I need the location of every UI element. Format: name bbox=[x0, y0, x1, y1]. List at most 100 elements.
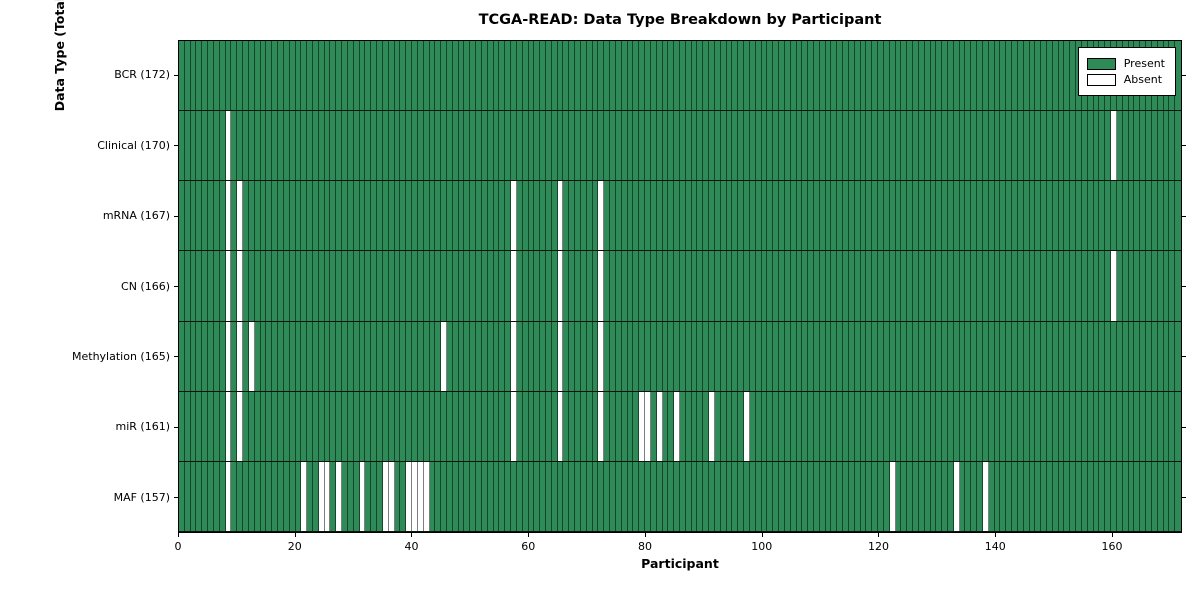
heatmap-cell bbox=[615, 321, 622, 391]
heatmap-cell bbox=[569, 391, 576, 461]
heatmap-cell bbox=[604, 111, 611, 181]
heatmap-cell bbox=[1140, 251, 1147, 321]
heatmap-cell bbox=[860, 461, 867, 531]
heatmap-cell bbox=[650, 111, 657, 181]
heatmap-cell bbox=[1111, 391, 1117, 461]
heatmap-cell bbox=[289, 111, 296, 181]
heatmap-cell bbox=[1116, 181, 1123, 251]
heatmap-cell bbox=[843, 181, 849, 251]
x-tick-mark bbox=[644, 533, 646, 537]
heatmap-cell bbox=[412, 111, 418, 181]
heatmap-cell bbox=[394, 251, 401, 321]
heatmap-cell bbox=[248, 461, 255, 531]
heatmap-cell bbox=[1006, 181, 1013, 251]
heatmap-cell bbox=[1163, 321, 1170, 391]
heatmap-cell bbox=[668, 181, 675, 251]
heatmap-cell bbox=[773, 181, 780, 251]
heatmap-cell bbox=[1157, 321, 1164, 391]
heatmap-cell bbox=[365, 41, 372, 111]
heatmap-cell bbox=[604, 41, 611, 111]
heatmap-cell bbox=[1093, 181, 1100, 251]
heatmap-cell bbox=[1041, 461, 1047, 531]
heatmap-cell bbox=[1035, 41, 1042, 111]
heatmap-cell bbox=[1175, 321, 1181, 391]
heatmap-cell bbox=[977, 41, 983, 111]
heatmap-cell bbox=[639, 321, 646, 391]
legend-swatch-present bbox=[1086, 57, 1116, 70]
heatmap-cell bbox=[860, 111, 867, 181]
heatmap-cell bbox=[481, 461, 488, 531]
heatmap-cell bbox=[656, 41, 663, 111]
heatmap-cell bbox=[569, 41, 576, 111]
heatmap-cell bbox=[301, 181, 308, 251]
heatmap-cell bbox=[977, 391, 983, 461]
heatmap-cell bbox=[662, 41, 669, 111]
heatmap-cell bbox=[947, 111, 954, 181]
heatmap-cell bbox=[557, 321, 564, 391]
heatmap-cell bbox=[464, 251, 471, 321]
heatmap-cell bbox=[837, 41, 844, 111]
heatmap-row-Methylation bbox=[179, 321, 1181, 392]
heatmap-cell bbox=[318, 111, 325, 181]
heatmap-cell bbox=[726, 41, 733, 111]
heatmap-cell bbox=[522, 321, 529, 391]
heatmap-cell bbox=[779, 251, 785, 321]
heatmap-cell bbox=[668, 111, 675, 181]
heatmap-cell bbox=[557, 251, 564, 321]
heatmap-cell bbox=[674, 251, 680, 321]
heatmap-cell bbox=[1070, 41, 1077, 111]
heatmap-cell bbox=[575, 391, 581, 461]
heatmap-cell bbox=[860, 391, 867, 461]
heatmap-cell bbox=[534, 251, 541, 321]
heatmap-cell bbox=[714, 181, 721, 251]
heatmap-cell bbox=[196, 181, 203, 251]
heatmap-cell bbox=[266, 41, 273, 111]
heatmap-cell bbox=[575, 111, 581, 181]
heatmap-cell bbox=[435, 181, 442, 251]
heatmap-cell bbox=[377, 181, 383, 251]
heatmap-cell bbox=[394, 321, 401, 391]
heatmap-cell bbox=[1151, 181, 1158, 251]
heatmap-cell bbox=[417, 461, 424, 531]
heatmap-cell bbox=[831, 461, 838, 531]
heatmap-cell bbox=[819, 391, 826, 461]
heatmap-cell bbox=[1093, 321, 1100, 391]
heatmap-cell bbox=[709, 41, 715, 111]
heatmap-cell bbox=[307, 461, 313, 531]
heatmap-cell bbox=[819, 41, 826, 111]
heatmap-cell bbox=[516, 111, 523, 181]
heatmap-cell bbox=[802, 391, 809, 461]
heatmap-cell bbox=[406, 41, 413, 111]
heatmap-cell bbox=[615, 391, 622, 461]
x-tick-mark bbox=[878, 533, 880, 537]
heatmap-cell bbox=[365, 251, 372, 321]
heatmap-cell bbox=[1064, 111, 1071, 181]
heatmap-cell bbox=[819, 251, 826, 321]
heatmap-cell bbox=[243, 391, 249, 461]
heatmap-cell bbox=[627, 321, 634, 391]
heatmap-cell bbox=[318, 181, 325, 251]
heatmap-cell bbox=[522, 111, 529, 181]
heatmap-cell bbox=[738, 41, 745, 111]
heatmap-cell bbox=[1017, 391, 1024, 461]
heatmap-cell bbox=[1000, 391, 1007, 461]
heatmap-cell bbox=[936, 391, 943, 461]
heatmap-cell bbox=[942, 41, 948, 111]
heatmap-cell bbox=[452, 461, 459, 531]
heatmap-cell bbox=[988, 111, 995, 181]
heatmap-cell bbox=[429, 321, 436, 391]
heatmap-cell bbox=[662, 251, 669, 321]
heatmap-cell bbox=[481, 111, 488, 181]
heatmap-cell bbox=[953, 391, 960, 461]
heatmap-cell bbox=[761, 181, 768, 251]
heatmap-cell bbox=[714, 461, 721, 531]
heatmap-cell bbox=[947, 391, 954, 461]
heatmap-cell bbox=[971, 181, 978, 251]
heatmap-cell bbox=[639, 181, 646, 251]
heatmap-cell bbox=[872, 41, 879, 111]
heatmap-cell bbox=[1163, 251, 1170, 321]
heatmap-cell bbox=[423, 41, 430, 111]
heatmap-cell bbox=[307, 111, 313, 181]
heatmap-cell bbox=[336, 181, 343, 251]
heatmap-cell bbox=[260, 461, 267, 531]
